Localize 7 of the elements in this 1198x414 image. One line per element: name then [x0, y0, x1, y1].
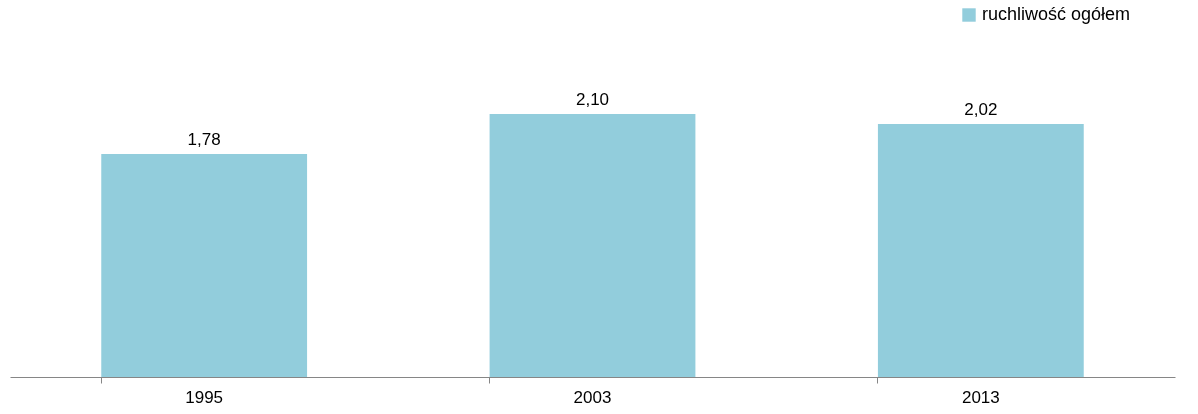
data-label: 2,10 [575, 90, 610, 109]
x-tick-label: 1995 [185, 387, 224, 407]
x-tick-label: 2003 [573, 387, 612, 407]
x-tick-label: 2013 [961, 387, 1000, 407]
data-label: 2,02 [964, 100, 998, 120]
legend-label: ruchliwość ogółem [982, 4, 1131, 24]
data-label: 1,78 [187, 130, 221, 150]
